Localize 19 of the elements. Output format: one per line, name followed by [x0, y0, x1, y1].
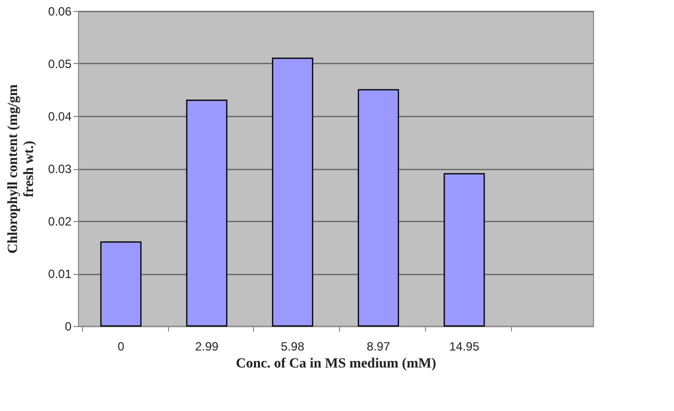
- x-tick-label: 5.98: [280, 340, 305, 354]
- bar: [100, 241, 142, 327]
- bar: [444, 173, 485, 327]
- y-tick-label: 0: [64, 320, 72, 334]
- y-tick-label: 0.05: [48, 57, 72, 71]
- bar: [358, 89, 400, 327]
- y-tick-label: 0.04: [48, 110, 72, 124]
- y-tick-label: 0.01: [48, 267, 72, 281]
- y-tick-label: 0.03: [48, 162, 72, 176]
- bar: [186, 100, 228, 327]
- x-tick-label: 8.97: [366, 340, 390, 354]
- bar: [272, 58, 314, 327]
- x-tick-label: 14.95: [449, 340, 480, 354]
- y-axis-title: Chlorophyll content (mg/gm fresh wt.): [6, 84, 38, 254]
- x-tick-label: 2.99: [195, 340, 219, 354]
- x-tick-label: 0: [118, 340, 125, 354]
- y-tick-label: 0.02: [48, 214, 72, 228]
- x-axis-title: Conc. of Ca in MS medium (mM): [236, 356, 436, 372]
- y-tick-label: 0.06: [48, 4, 72, 18]
